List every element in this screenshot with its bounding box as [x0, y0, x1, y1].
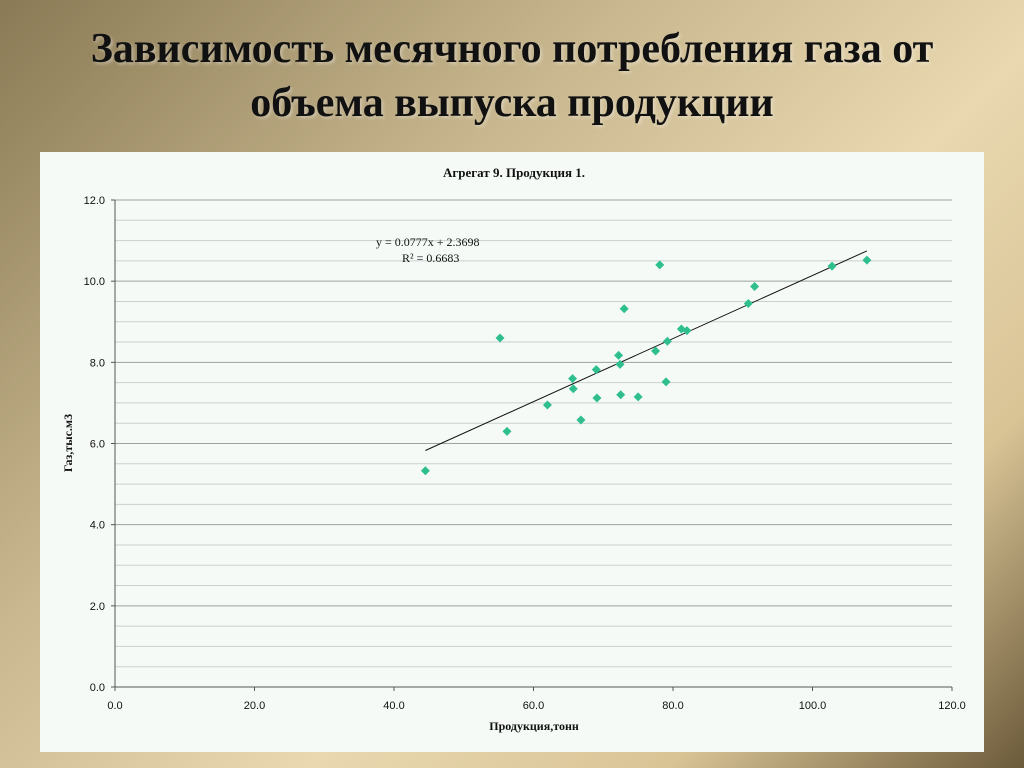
data-point [633, 392, 643, 402]
data-point [662, 336, 672, 346]
chart-title: Агрегат 9. Продукция 1. [443, 165, 585, 180]
data-point [661, 377, 671, 387]
x-axis-label: Продукция,тонн [489, 719, 579, 733]
data-point [862, 255, 872, 265]
y-tick-label: 8.0 [90, 357, 105, 369]
data-point [827, 261, 837, 271]
y-tick-label: 6.0 [90, 439, 105, 451]
data-points [420, 255, 872, 476]
x-tick-label: 40.0 [383, 700, 404, 712]
trendline [425, 250, 868, 451]
y-tick-label: 10.0 [84, 276, 105, 288]
data-point [615, 359, 625, 369]
y-tick-label: 2.0 [90, 601, 105, 613]
data-point [616, 390, 626, 400]
slide-title: Зависимость месячного потребления газа о… [0, 22, 1024, 130]
data-point [576, 415, 586, 425]
trend-r2: R² = 0.6683 [402, 251, 459, 265]
slide-title-line-1: Зависимость месячного потребления газа о… [90, 26, 934, 72]
x-tick-label: 0.0 [107, 700, 122, 712]
data-point [614, 350, 624, 360]
data-point [592, 393, 602, 403]
data-point [651, 346, 661, 356]
data-point [655, 260, 665, 270]
y-tick-label: 4.0 [90, 520, 105, 532]
x-tick-label: 80.0 [662, 700, 683, 712]
data-point [743, 298, 753, 308]
x-tick-label: 100.0 [799, 700, 827, 712]
data-point [619, 304, 629, 314]
y-tick-label: 12.0 [84, 195, 105, 207]
data-point [542, 400, 552, 410]
data-point [495, 333, 505, 343]
x-tick-label: 120.0 [938, 700, 966, 712]
axes [111, 199, 953, 691]
trend-equation: y = 0.0777x + 2.3698 [376, 235, 480, 249]
data-point [568, 384, 578, 394]
slide-title-line-2: объема выпуска продукции [250, 80, 774, 126]
data-point [420, 466, 430, 476]
data-point [568, 374, 578, 384]
data-point [750, 281, 760, 291]
y-tick-label: 0.0 [90, 682, 105, 694]
trendline-group [425, 250, 868, 451]
x-tick-label: 60.0 [523, 700, 544, 712]
x-tick-labels: 0.0 20.0 40.0 60.0 80.0 100.0 120.0 [107, 700, 965, 712]
chart-panel: Агрегат 9. Продукция 1. 0.0 2.0 4.0 6.0 8.0 1… [40, 152, 984, 752]
scatter-chart: Агрегат 9. Продукция 1. 0.0 2.0 4.0 6.0 8.0 1… [61, 165, 966, 733]
y-tick-labels: 0.0 2.0 4.0 6.0 8.0 10.0 12.0 [84, 195, 105, 694]
data-point [591, 365, 601, 375]
data-point [502, 426, 512, 436]
x-tick-label: 20.0 [244, 700, 265, 712]
y-axis-label: Газ,тыс.м3 [61, 414, 75, 472]
data-point [682, 326, 692, 336]
grid-lines [115, 199, 952, 688]
